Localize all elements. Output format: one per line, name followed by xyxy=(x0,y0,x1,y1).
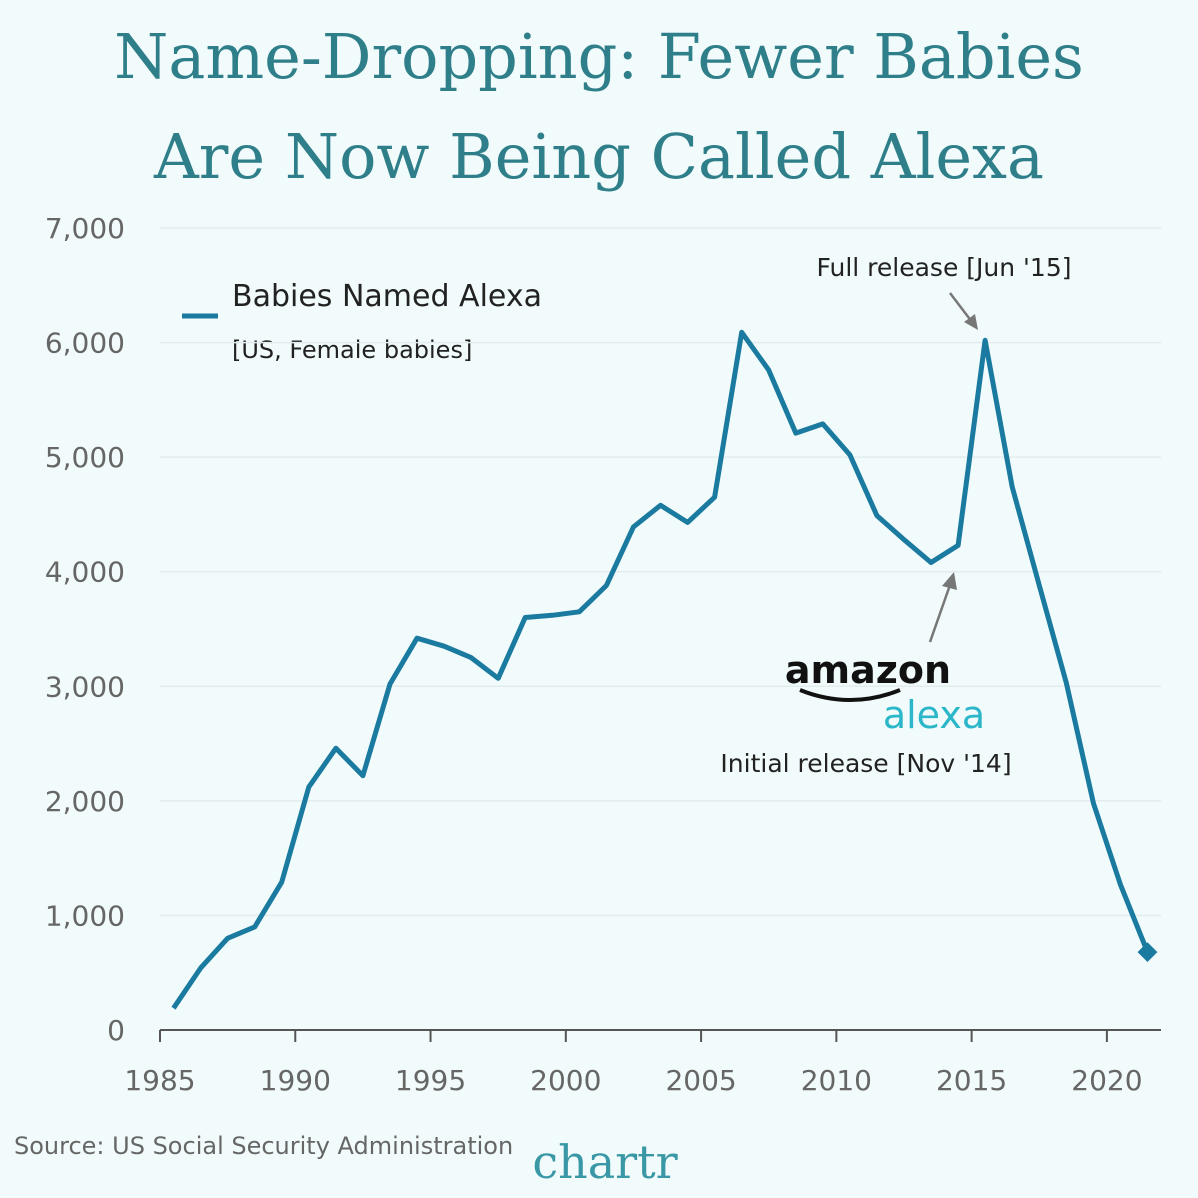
x-tick-label: 2010 xyxy=(801,1064,872,1097)
x-tick-label: 1990 xyxy=(260,1064,331,1097)
logo-smile xyxy=(799,688,901,702)
y-tick-label: 4,000 xyxy=(45,556,125,589)
x-tick-label: 2000 xyxy=(530,1064,601,1097)
annotation: Initial release [Nov '14] xyxy=(720,749,1011,778)
y-tick-label: 5,000 xyxy=(45,441,125,474)
arrow xyxy=(928,584,952,643)
x-tick-label: 1995 xyxy=(395,1064,466,1097)
y-tick-label: 7,000 xyxy=(45,212,125,245)
end-marker xyxy=(1137,942,1158,962)
x-tick-label: 2020 xyxy=(1071,1064,1142,1097)
brand: chartr xyxy=(532,1135,677,1189)
arrow xyxy=(949,292,973,323)
x-tick-label: 2015 xyxy=(936,1064,1007,1097)
source: Source: US Social Security Administratio… xyxy=(14,1132,513,1160)
x-tick-label: 2005 xyxy=(665,1064,736,1097)
logo-amazon: amazon xyxy=(785,648,951,692)
annotation: Full release [Jun '15] xyxy=(816,253,1071,282)
y-tick-label: 6,000 xyxy=(45,327,125,360)
x-tick-label: 1985 xyxy=(124,1064,195,1097)
chart-title: Are Now Being Called Alexa xyxy=(153,120,1044,193)
arrow-head xyxy=(964,314,978,330)
legend-label: Babies Named Alexa xyxy=(232,279,542,314)
logo-alexa: alexa xyxy=(883,693,985,737)
legend-subtitle: [US, Female babies] xyxy=(232,336,472,364)
y-tick-label: 3,000 xyxy=(45,670,125,703)
y-tick-label: 0 xyxy=(107,1014,125,1047)
y-tick-label: 1,000 xyxy=(45,899,125,932)
chart-title: Name-Dropping: Fewer Babies xyxy=(114,20,1084,93)
arrow-head xyxy=(942,572,957,590)
line xyxy=(171,329,1150,1010)
y-tick-label: 2,000 xyxy=(45,785,125,818)
